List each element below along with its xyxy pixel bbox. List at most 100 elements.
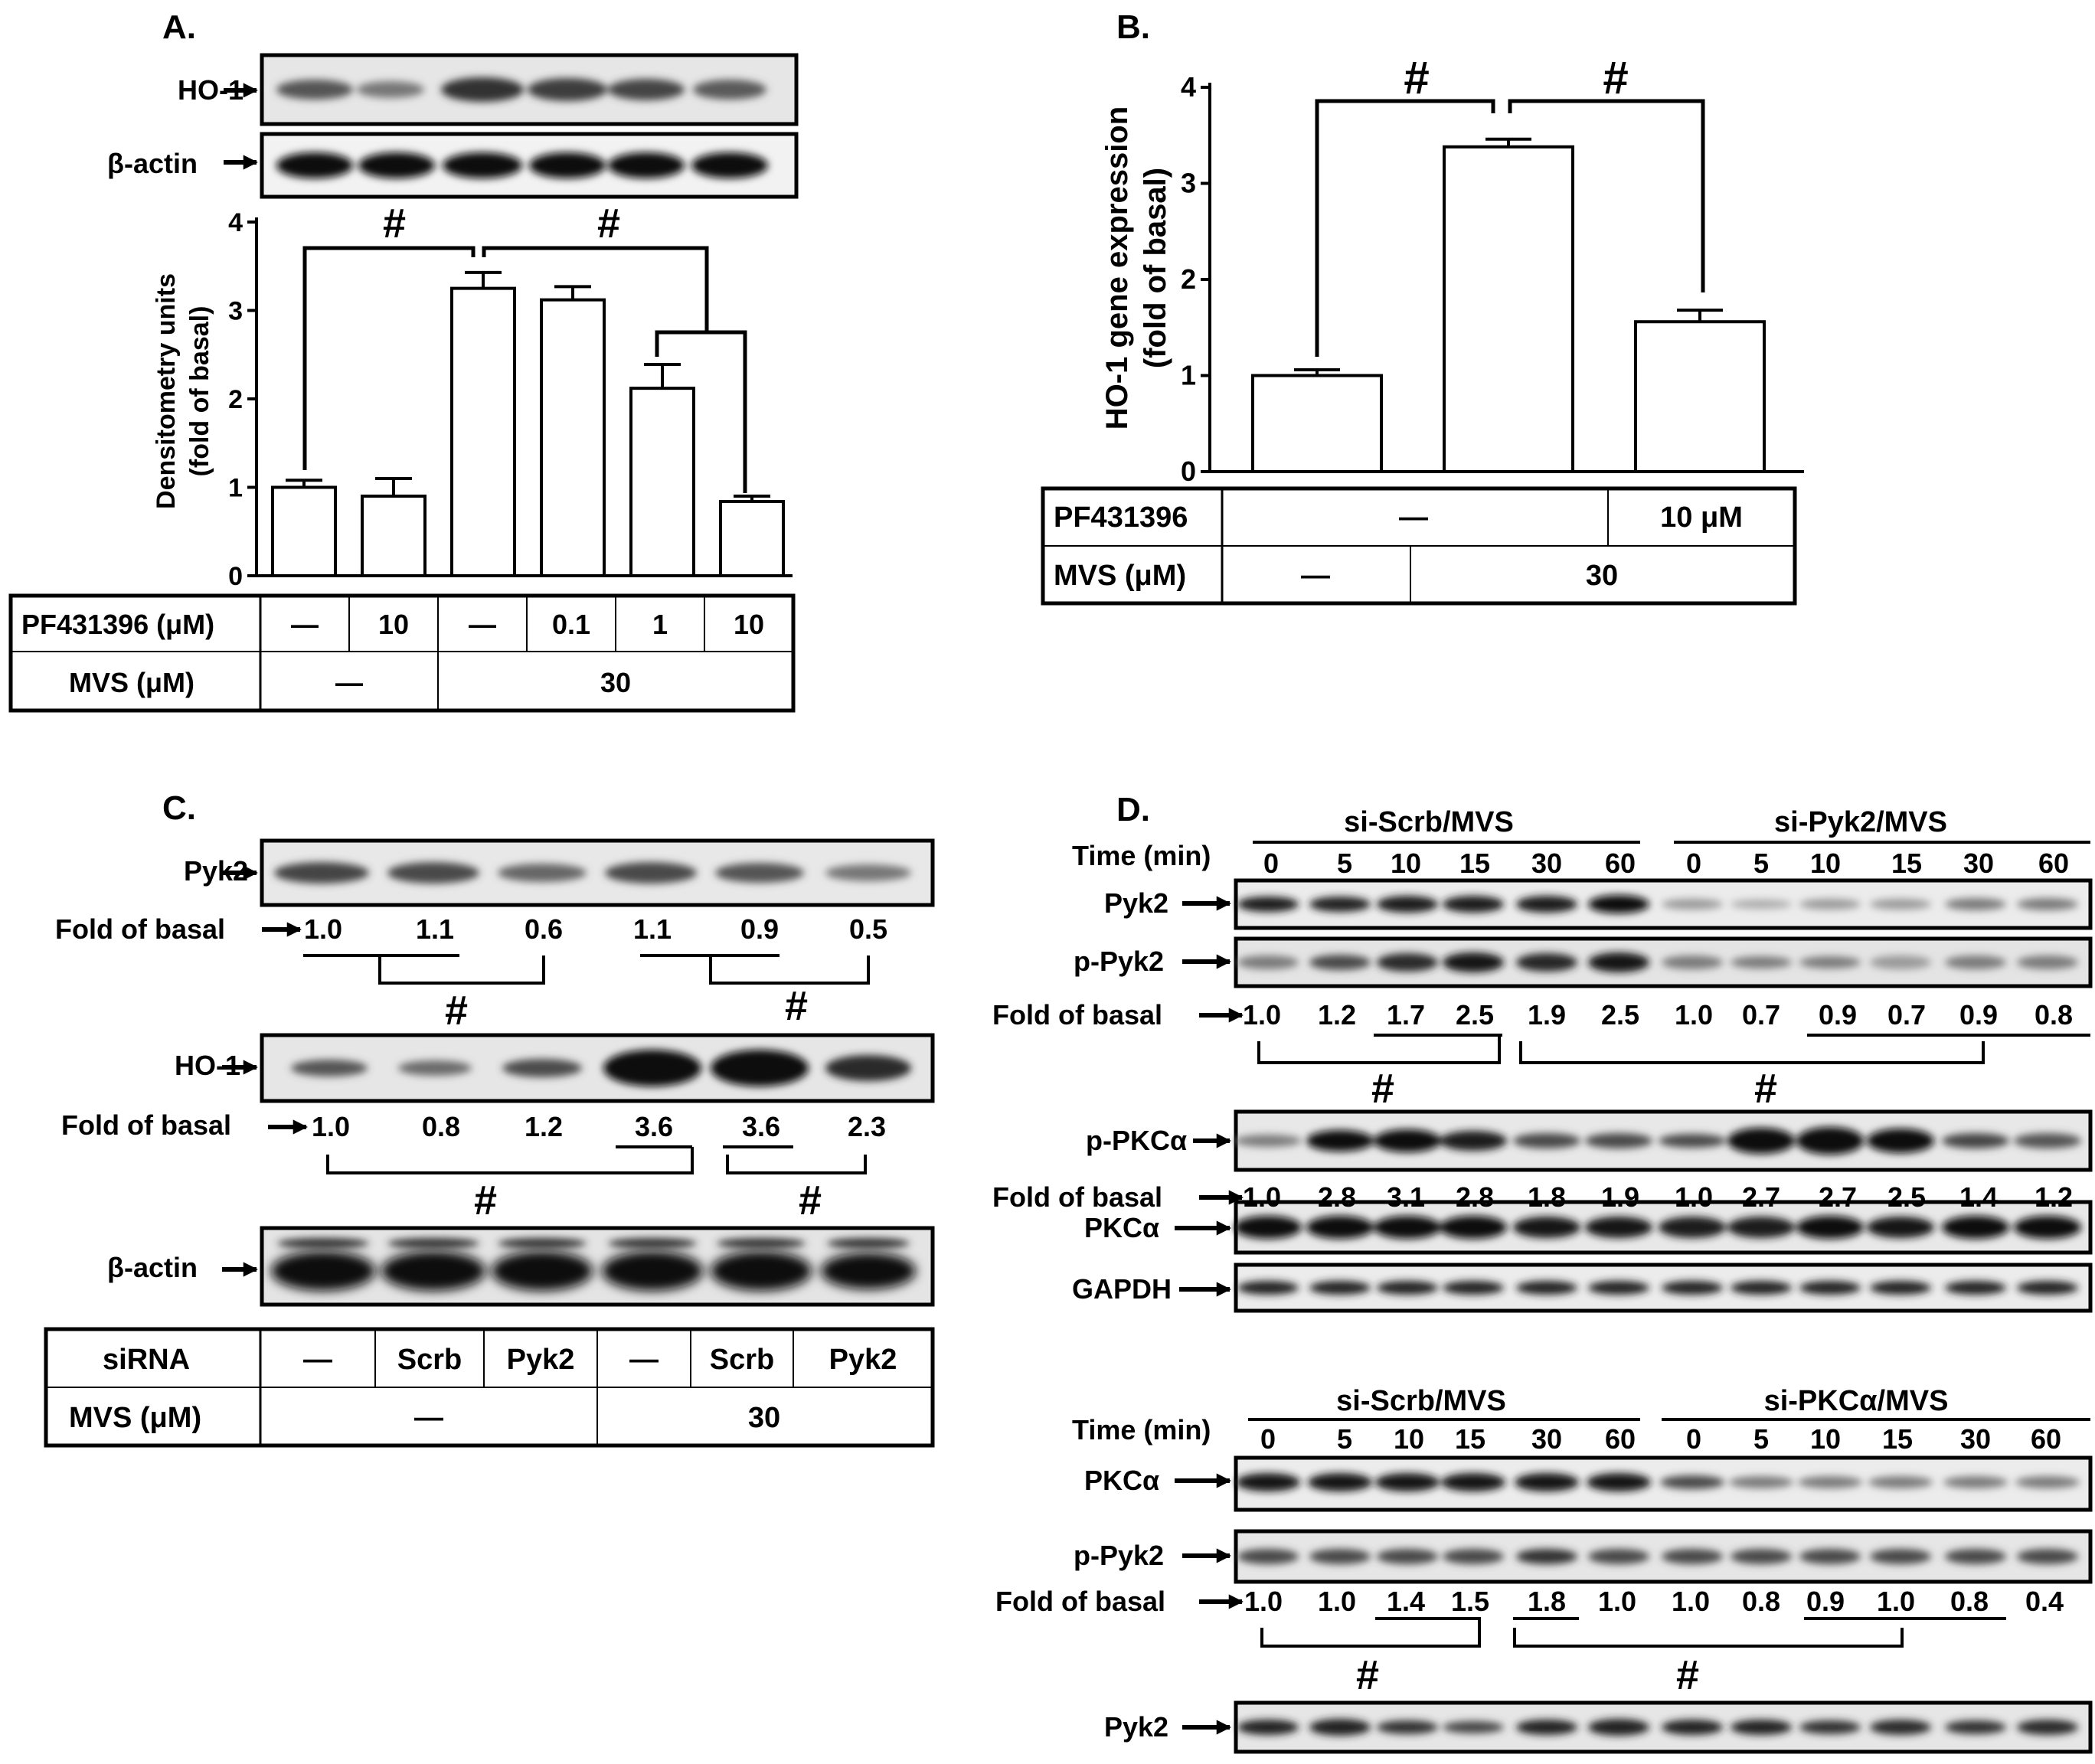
panel-d-bottom-time-10: 15 [1882,1423,1913,1455]
panel-a-bar-6 [719,499,785,577]
panel-d-top-fold1-v10: 0.7 [1887,999,1926,1031]
panel-d-top-band-1-10 [1870,899,1931,910]
panel-d-top-blot-label-pkca: PKCα [1084,1212,1159,1243]
panel-d-top-band-5-3 [1377,1281,1438,1295]
panel-c-table-r2-c1: — [414,1402,443,1434]
panel-a-blot-actin [260,132,799,199]
panel-d-top-time-2: 5 [1337,848,1352,879]
panel-d-bottom-fold1: 1.0 1.0 1.4 1.5 1.8 1.0 1.0 0.8 0.9 1.0 … [1244,1586,2064,1617]
panel-d-top-band-4-7 [1659,1217,1726,1238]
panel-b-chart: HO-1 gene expression (fold of basal) 0 1 2… [1100,71,1804,487]
panel-c-fold1-v5: 0.9 [740,913,779,945]
panel-d-bottom-fold1-v4: 1.5 [1451,1586,1489,1617]
panel-d-bottom-time-5: 30 [1531,1423,1562,1455]
panel-a-table-r1-c5: 1 [652,609,668,640]
panel-d-top-fold1-v8: 0.7 [1742,999,1780,1031]
panel-d-top-band-2-2 [1309,955,1371,970]
panel-d-bottom-band-1-11 [1943,1476,2008,1488]
panel-d-bottom-band-3-3 [1377,1720,1438,1734]
panel-d-top-time-10: 15 [1891,848,1922,879]
panel-a-table-r2-c2: 30 [600,667,631,698]
panel-d-top-band-1-2 [1309,897,1371,912]
panel-d-bottom-blot-label-pyk2: Pyk2 [1104,1711,1168,1743]
panel-c-blot-actin [260,1226,935,1307]
panel-b-table-r1-c2: 10 μM [1660,501,1743,534]
panel-d-bottom-band-2-3 [1377,1549,1438,1564]
panel-c-fold2-v5: 3.6 [742,1111,780,1142]
panel-c-fold-label-2: Fold of basal [61,1109,231,1141]
panel-d-top-fold1-v9: 0.9 [1819,999,1857,1031]
panel-d-bottom-fold1-v11: 0.8 [1950,1586,1989,1617]
panel-d-top-blot-label-gapdh: GAPDH [1072,1273,1172,1305]
panel-d-top-fold2-v1: 1.0 [1243,1181,1281,1213]
panel-d-top-fold2-v11: 1.4 [1959,1181,1998,1213]
panel-d-top-band-4-2 [1306,1216,1374,1239]
panel-c-fold1-v4: 1.1 [633,913,672,945]
panel-d-top-band-2-8 [1731,956,1792,969]
panel-d-bottom-band-2-11 [1945,1549,2006,1564]
panel-a-significance [302,246,747,493]
panel-d-top-group2: si-Pyk2/MVS [1774,806,1947,838]
panel-d-top-brackets [1257,1034,2090,1064]
panel-b-table-r2-c1: — [1301,560,1330,592]
panel-d-top-band-4-11 [1942,1216,2009,1239]
panel-a-table-r1-c3: — [469,609,496,640]
panel-d-top-band-1-7 [1662,899,1723,910]
panel-d-top-band-4-12 [2014,1216,2081,1239]
panel-c-fold1-v6: 0.5 [849,913,887,945]
panel-d-top-band-5-8 [1731,1281,1792,1295]
panel-d-top-fold2-v2: 2.8 [1318,1181,1356,1213]
panel-b-ytick-label-3: 3 [1181,168,1196,199]
panel-d-bottom-time-4: 15 [1455,1423,1485,1455]
panel-d-bottom-band-2-8 [1731,1549,1792,1564]
panel-d-top-band-2-4 [1443,952,1504,972]
panel-d-top-blot-label-ppkca: p-PKCα [1086,1125,1187,1156]
panel-d-bottom-time-2: 5 [1337,1423,1352,1455]
panel-d-top-band-3-9 [1796,1127,1864,1155]
panel-b-bar-1 [1251,374,1383,473]
panel-d-bottom-band-2-12 [2017,1549,2078,1564]
panel-d-top-fold1-v12: 0.8 [2035,999,2073,1031]
panel-d-top-band-5-1 [1237,1281,1299,1295]
panel-d-bottom-band-1-1 [1236,1473,1300,1491]
panel-c-blot-label-actin: β-actin [107,1252,198,1283]
panel-a-ylabel2: (fold of basal) [185,306,214,477]
panel-c-sig-3: # [474,1178,497,1223]
panel-c-fold2-v4: 3.6 [635,1111,673,1142]
panel-c-fold-label-1: Fold of basal [55,913,225,945]
panel-c-table-r1-c5: Scrb [710,1344,774,1376]
panel-d-bottom-fold1-v8: 0.8 [1742,1586,1780,1617]
panel-d-top-band-4-3 [1374,1216,1441,1239]
panel-b-bar-3 [1634,320,1766,473]
panel-b-sig-2: # [1603,52,1628,103]
panel-d-bottom-band-2-5 [1516,1549,1577,1564]
panel-d-bottom-fold1-v3: 1.4 [1387,1586,1425,1617]
panel-a-bar-5 [629,387,695,578]
panel-d-bottom-band-3-11 [1945,1720,2006,1734]
panel-c-brackets-1 [303,954,870,985]
panel-c-fold1-v1: 1.0 [304,913,342,945]
panel-d-top-band-2-6 [1588,952,1649,972]
panel-d-bottom-group2: si-PKCα/MVS [1764,1385,1949,1417]
panel-d-bottom-time-7: 0 [1686,1423,1701,1455]
panel-d-top-band-4-10 [1867,1217,1934,1238]
panel-a-table-r1-c1: — [291,609,319,640]
panel-a-ytick-label-3: 3 [228,297,243,326]
panel-d-top-band-1-4 [1443,896,1504,913]
panel-b-ytick-label-1: 1 [1181,360,1196,391]
panel-d-bottom-band-1-3 [1375,1473,1440,1491]
panel-d-top-band-1-8 [1731,900,1792,909]
panel-d-top-band-5-10 [1870,1281,1931,1295]
panel-d-top-band-3-12 [2014,1133,2081,1148]
panel-b-sig-1: # [1404,52,1429,103]
panel-c: C. Pyk2 Fold of basal 1.0 1.1 0.6 1.1 0.… [44,789,935,1448]
panel-b-ylabel: HO-1 gene expression [1100,106,1134,430]
panel-d-bottom-band-3-9 [1799,1720,1861,1734]
panel-c-brackets-2 [326,1145,867,1174]
panel-d-bottom-band-3-5 [1516,1720,1577,1735]
panel-c-table-row2-label: MVS (μM) [69,1402,201,1434]
panel-d-top-fold2-v4: 2.8 [1456,1181,1494,1213]
panel-d-top-band-3-11 [1942,1133,2009,1148]
panel-c-table-r1-c2: Scrb [397,1344,462,1376]
panel-d-top-time-3: 10 [1391,848,1421,879]
